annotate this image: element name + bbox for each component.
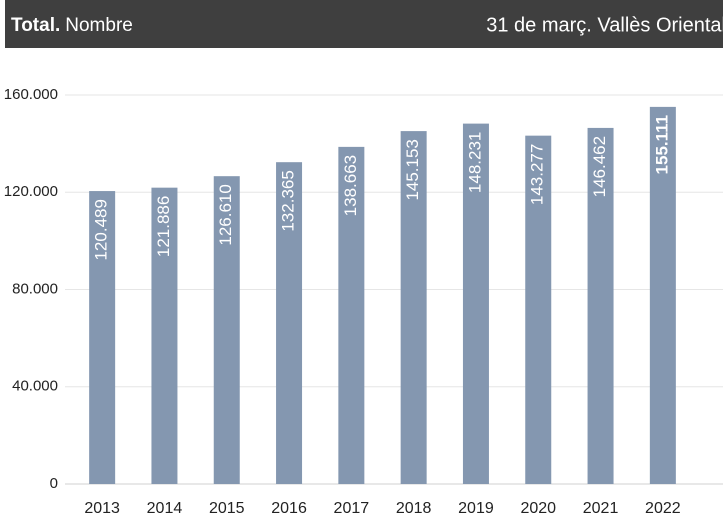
- header-title: Total. Nombre: [11, 15, 133, 36]
- value-label: 132.365: [279, 170, 298, 231]
- x-tick-label: 2018: [396, 500, 432, 517]
- title-bold: Total.: [11, 15, 60, 36]
- value-label: 148.231: [465, 132, 484, 193]
- x-tick-label: 2020: [520, 500, 556, 517]
- bar: [462, 123, 489, 485]
- x-tick-label: 2017: [334, 500, 370, 517]
- bar: [89, 191, 116, 485]
- header-bar: [5, 0, 723, 48]
- value-label: 138.663: [341, 155, 360, 216]
- value-label: 155.111: [652, 115, 671, 175]
- bar: [213, 176, 240, 484]
- bar: [587, 127, 614, 485]
- x-tick-label: 2019: [458, 500, 494, 517]
- x-tick-label: 2013: [84, 500, 120, 517]
- bar: [649, 106, 676, 484]
- bar: [338, 146, 365, 484]
- subtitle: 31 de març. Vallès Oriental: [486, 14, 723, 36]
- y-tick-label: 120.000: [4, 183, 58, 200]
- value-label: 120.489: [92, 199, 111, 260]
- x-tick-label: 2022: [645, 500, 681, 517]
- y-tick-label: 40.000: [12, 378, 58, 395]
- value-label: 121.886: [154, 196, 173, 257]
- y-tick-label: 80.000: [12, 280, 58, 297]
- value-label: 126.610: [216, 184, 235, 245]
- value-label: 143.277: [528, 144, 547, 205]
- bar: [400, 131, 427, 484]
- value-label: 146.462: [590, 136, 609, 197]
- y-tick-label: 160.000: [4, 86, 58, 103]
- x-tick-label: 2021: [583, 500, 619, 517]
- x-tick-label: 2016: [271, 500, 307, 517]
- title: Nombre: [65, 15, 133, 36]
- value-label: 145.153: [403, 139, 422, 200]
- bar: [151, 187, 178, 484]
- y-tick-label: 0: [50, 475, 58, 492]
- x-tick-label: 2015: [209, 500, 245, 517]
- bar: [525, 135, 552, 485]
- x-tick-label: 2014: [147, 500, 183, 517]
- bar: [276, 162, 303, 484]
